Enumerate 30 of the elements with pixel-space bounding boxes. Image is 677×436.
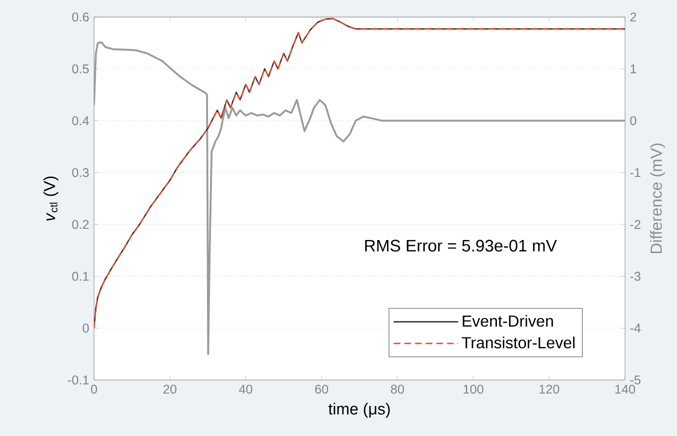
x-axis-title: time (μs): [328, 402, 390, 418]
y2-tick-label: -5: [630, 376, 640, 384]
y-tick-label: 0.4: [72, 116, 89, 126]
annotation: RMS Error = 5.93e-01 mV: [365, 240, 557, 252]
y2-tick-label: -3: [630, 272, 640, 281]
y2-axis-title: Difference (mV): [650, 144, 666, 254]
x-tick-label: 100: [464, 384, 484, 394]
y2-tick-label: 1: [630, 64, 636, 74]
y-tick-label: -0.1: [68, 376, 89, 384]
x-tick-label: 60: [315, 384, 328, 394]
x-tick-label: 80: [390, 384, 404, 394]
legend-label: Transistor-Level: [462, 336, 575, 348]
x-tick-label: 0: [90, 384, 98, 394]
x-tick-label: 40: [238, 384, 252, 394]
y2-tick-label: 2: [630, 12, 636, 22]
y-axis-title: v$_{ctl}$ (V): [43, 176, 58, 221]
y-tick-label: 0.3: [72, 168, 89, 178]
y2-tick-label: 0: [630, 116, 636, 126]
y2-tick-label: -1: [630, 168, 640, 177]
x-tick-label: 120: [540, 384, 560, 394]
x-tick-label: 20: [163, 384, 176, 394]
y-tick-label: 0.2: [72, 220, 89, 229]
y-tick-label: 0.6: [72, 12, 89, 22]
y-tick-label: 0.1: [72, 272, 89, 281]
legend-label: Event-Driven: [462, 315, 553, 327]
y2-tick-label: -2: [630, 220, 640, 229]
y-tick-label: 0.5: [72, 64, 89, 74]
x-tick-label: 140: [615, 384, 636, 394]
y2-tick-label: -4: [630, 324, 641, 332]
y-tick-label: 0: [82, 324, 89, 333]
